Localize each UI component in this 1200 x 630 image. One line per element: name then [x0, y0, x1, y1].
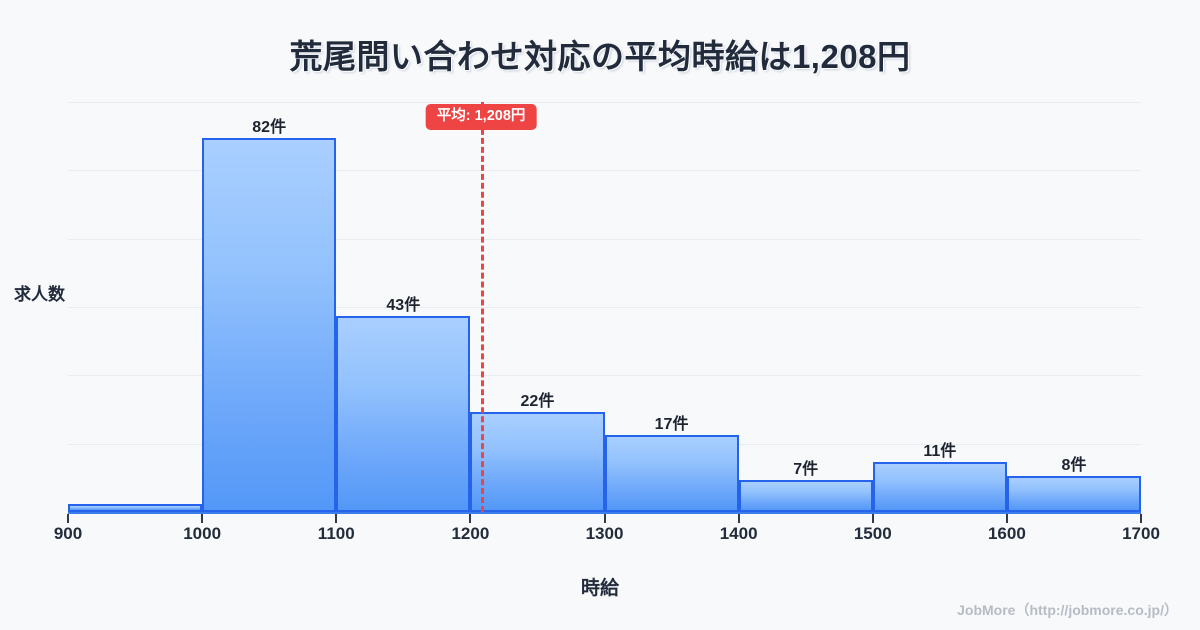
histogram-bar[interactable]: [604, 434, 739, 512]
average-line: [481, 102, 485, 512]
bar-value-label: 11件: [923, 442, 957, 460]
x-axis-tick: [335, 514, 338, 523]
x-axis-tick-label: 1000: [183, 524, 222, 543]
histogram-bar[interactable]: [68, 504, 203, 512]
x-axis-tick-label: 900: [53, 524, 83, 543]
x-axis-tick: [871, 514, 874, 523]
footer-credit: JobMore（http://jobmore.co.jp/）: [957, 602, 1178, 618]
gridline: [68, 170, 1141, 172]
gridline: [68, 375, 1141, 377]
x-axis-tick-label: 1100: [317, 524, 355, 543]
x-axis-tick-label: 1400: [719, 524, 758, 543]
histogram-bar[interactable]: [1006, 475, 1141, 512]
chart-plot-area: 82件 43件 22件 17件 7件 11件 8件: [68, 102, 1141, 512]
histogram-bar[interactable]: [470, 411, 605, 512]
bar-value-label: 22件: [520, 392, 555, 410]
gridline: [68, 102, 1141, 103]
x-axis-tick: [1140, 514, 1142, 523]
bar-value-label: 7件: [793, 461, 819, 479]
histogram-bar[interactable]: [738, 480, 873, 512]
x-axis-tick: [469, 514, 472, 523]
average-badge: 平均: 1,208円: [425, 104, 537, 130]
bar-value-label: 82件: [252, 119, 287, 137]
x-axis-tick-label: 1200: [451, 524, 490, 543]
x-axis-tick-label: 1600: [987, 524, 1026, 543]
histogram-bar[interactable]: [336, 316, 471, 512]
y-axis-title: 求人数: [14, 285, 65, 304]
x-axis-tick-label: 1500: [853, 524, 892, 543]
x-axis-tick: [1005, 514, 1008, 523]
x-axis-tick: [67, 514, 69, 523]
x-axis-tick: [737, 514, 740, 523]
x-axis-tick: [603, 514, 606, 523]
gridline: [68, 238, 1141, 240]
x-axis-tick: [201, 514, 204, 523]
bar-value-label: 17件: [654, 415, 689, 433]
histogram-bar[interactable]: [202, 138, 337, 512]
x-axis-line: [68, 512, 1141, 514]
x-axis-tick-label: 1700: [1122, 524, 1160, 543]
page-title: 荒尾問い合わせ対応の平均時給は1,208円: [289, 38, 911, 75]
bar-value-label: 43件: [386, 297, 421, 315]
gridline: [68, 307, 1141, 308]
x-axis-tick-label: 1300: [585, 524, 624, 543]
x-axis-title: 時給: [580, 578, 619, 599]
bar-value-label: 8件: [1061, 456, 1087, 474]
histogram-bar[interactable]: [872, 461, 1007, 512]
